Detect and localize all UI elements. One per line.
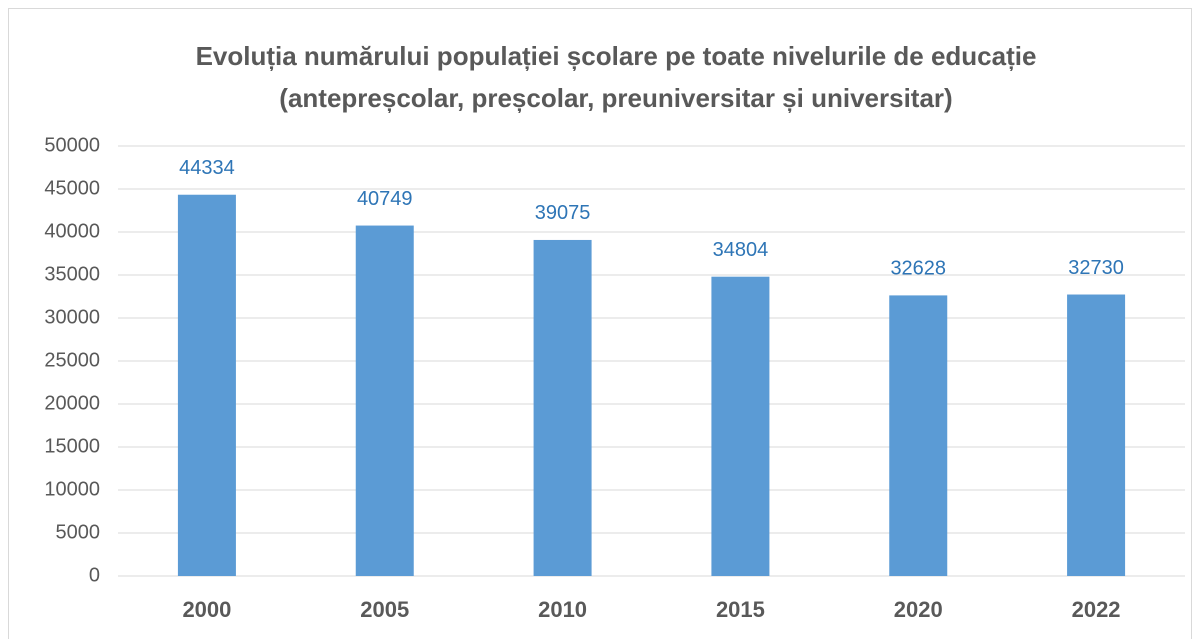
data-label: 40749 [357,188,413,210]
y-tick-label: 10000 [44,478,100,500]
chart-title: (antepreșcolar, preșcolar, preuniversita… [279,83,952,113]
bar [1067,294,1126,576]
bar [355,225,414,576]
y-tick-label: 35000 [44,263,100,285]
y-tick-label: 50000 [44,134,100,156]
bar [889,295,948,576]
bar [533,239,592,576]
data-label: 34804 [713,239,769,261]
bar [177,194,236,576]
x-tick-label: 2000 [182,597,231,622]
data-label: 32628 [890,258,946,280]
y-tick-label: 45000 [44,177,100,199]
y-tick-label: 5000 [56,521,101,543]
x-tick-label: 2020 [894,597,943,622]
y-tick-label: 25000 [44,349,100,371]
bar [711,276,770,576]
x-tick-label: 2005 [360,597,409,622]
data-label: 32730 [1068,257,1124,279]
chart-title: Evoluția numărului populației școlare pe… [196,41,1037,71]
y-tick-label: 40000 [44,220,100,242]
y-tick-label: 0 [89,564,100,586]
data-label: 39075 [535,202,591,224]
x-tick-label: 2015 [716,597,765,622]
x-tick-label: 2010 [538,597,587,622]
y-tick-label: 30000 [44,306,100,328]
y-tick-label: 15000 [44,435,100,457]
y-tick-label: 20000 [44,392,100,414]
x-tick-label: 2022 [1072,597,1121,622]
data-label: 44334 [179,157,235,179]
